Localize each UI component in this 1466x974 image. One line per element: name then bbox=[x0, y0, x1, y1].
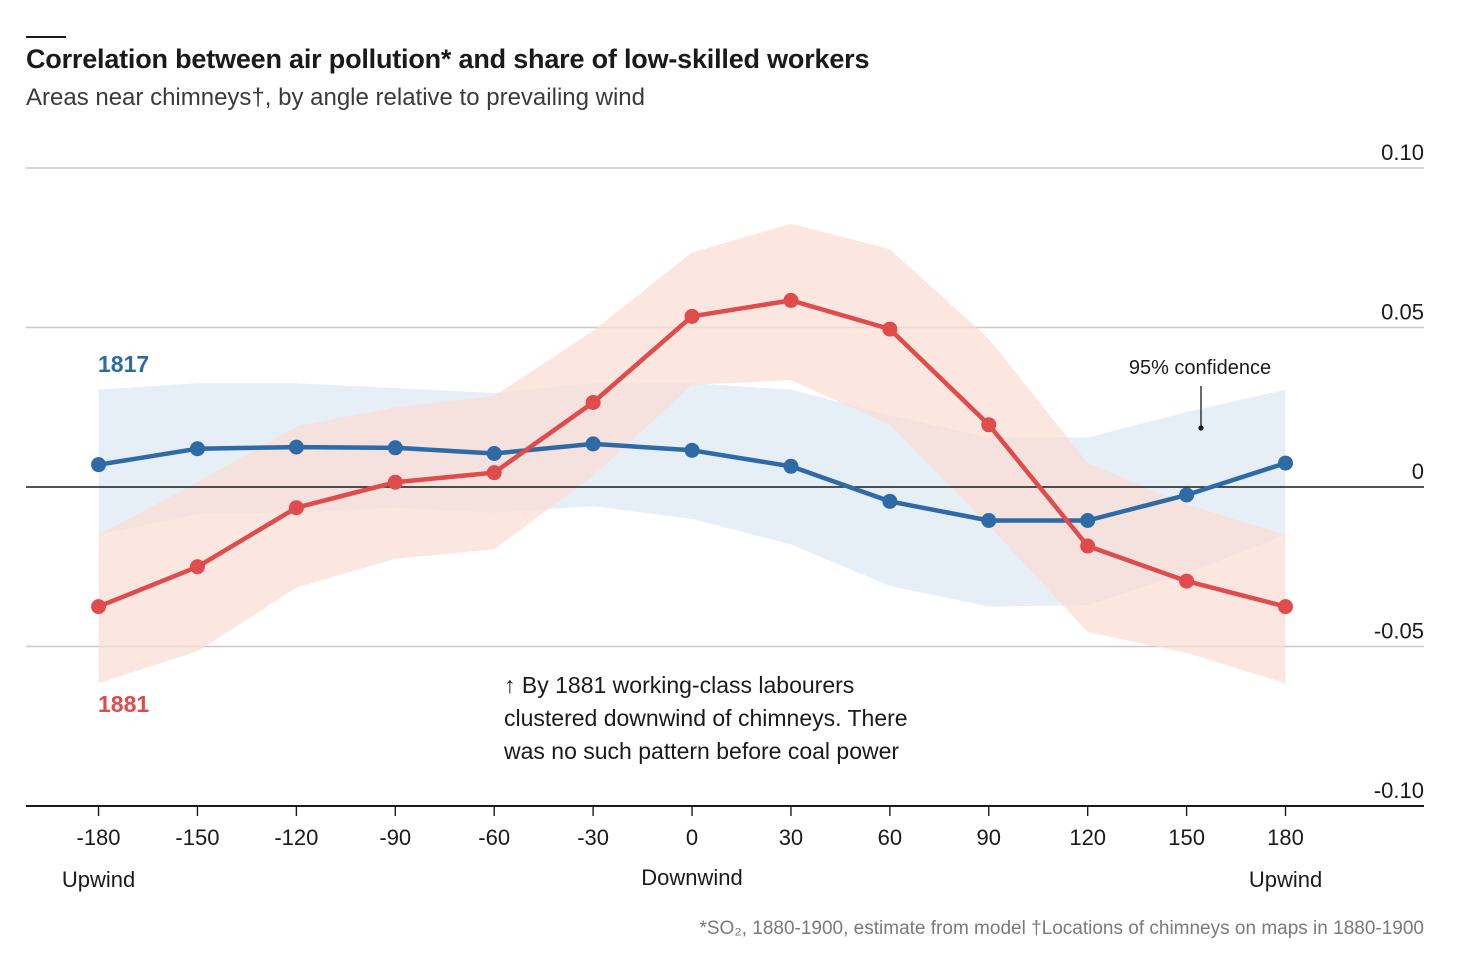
x-tick-label: 90 bbox=[977, 825, 1001, 850]
data-point-1881 bbox=[882, 321, 898, 337]
x-direction-label: Upwind bbox=[62, 867, 135, 892]
data-point-1881 bbox=[981, 417, 997, 433]
data-point-1817 bbox=[1179, 487, 1195, 503]
x-tick-label: -120 bbox=[274, 825, 318, 850]
confidence-pointer-dot bbox=[1198, 425, 1204, 431]
data-point-1817 bbox=[783, 458, 799, 474]
data-point-1817 bbox=[288, 439, 304, 455]
data-point-1817 bbox=[882, 493, 898, 509]
x-tick-label: 150 bbox=[1168, 825, 1205, 850]
data-point-1817 bbox=[1080, 512, 1096, 528]
x-tick-label: 180 bbox=[1267, 825, 1304, 850]
x-direction-label: Downwind bbox=[641, 865, 743, 890]
x-tick-label: -30 bbox=[577, 825, 609, 850]
y-tick-label: -0.05 bbox=[1374, 619, 1424, 644]
x-direction-label: Upwind bbox=[1249, 867, 1322, 892]
data-point-1817 bbox=[684, 442, 700, 458]
x-tick-label: -60 bbox=[478, 825, 510, 850]
y-tick-label: -0.10 bbox=[1374, 778, 1424, 803]
labels-layer: 0.10 0.05 0 -0.05 -0.10 -180 -150 -120 -90 -60 -30… bbox=[62, 140, 1424, 892]
data-point-1881 bbox=[189, 559, 205, 575]
data-point-1881 bbox=[1179, 573, 1195, 589]
data-point-1881 bbox=[288, 500, 304, 516]
chart-subtitle: Areas near chimneys†, by angle relative … bbox=[26, 84, 645, 111]
x-tick-label: 120 bbox=[1069, 825, 1106, 850]
chart-title: Correlation between air pollution* and s… bbox=[26, 44, 870, 74]
top-rule bbox=[26, 36, 66, 38]
data-point-1881 bbox=[783, 292, 799, 308]
x-tick-label: -180 bbox=[77, 825, 121, 850]
annotation-note-line: ↑ By 1881 working-class labourers bbox=[504, 672, 854, 698]
y-tick-label: 0.10 bbox=[1381, 140, 1424, 165]
data-point-1881 bbox=[1278, 599, 1294, 615]
data-point-1817 bbox=[486, 446, 502, 462]
y-tick-label: 0 bbox=[1412, 459, 1424, 484]
series-points bbox=[91, 292, 1294, 615]
data-point-1817 bbox=[585, 436, 601, 452]
data-point-1817 bbox=[1278, 455, 1294, 471]
data-point-1881 bbox=[486, 465, 502, 481]
data-point-1881 bbox=[387, 474, 403, 490]
y-tick-label: 0.05 bbox=[1381, 300, 1424, 325]
data-point-1881 bbox=[1080, 538, 1096, 554]
data-point-1881 bbox=[585, 394, 601, 410]
data-point-1817 bbox=[387, 440, 403, 456]
data-point-1881 bbox=[684, 308, 700, 324]
data-point-1817 bbox=[189, 441, 205, 457]
x-tick-label: 60 bbox=[878, 825, 902, 850]
data-point-1817 bbox=[981, 512, 997, 528]
data-point-1881 bbox=[91, 599, 107, 615]
data-point-1817 bbox=[91, 457, 107, 473]
series-label-1881: 1881 bbox=[98, 691, 149, 717]
confidence-annotation: 95% confidence bbox=[1129, 357, 1271, 379]
x-tick-label: -90 bbox=[379, 825, 411, 850]
x-tick-label: 30 bbox=[779, 825, 803, 850]
series-label-1817: 1817 bbox=[98, 351, 149, 377]
annotation-note-line: was no such pattern before coal power bbox=[503, 738, 899, 764]
x-tick-label: 0 bbox=[686, 825, 698, 850]
footnote: *SO₂, 1880-1900, estimate from model †Lo… bbox=[699, 918, 1424, 939]
annotation-note-line: clustered downwind of chimneys. There bbox=[504, 705, 908, 731]
x-tick-label: -150 bbox=[175, 825, 219, 850]
